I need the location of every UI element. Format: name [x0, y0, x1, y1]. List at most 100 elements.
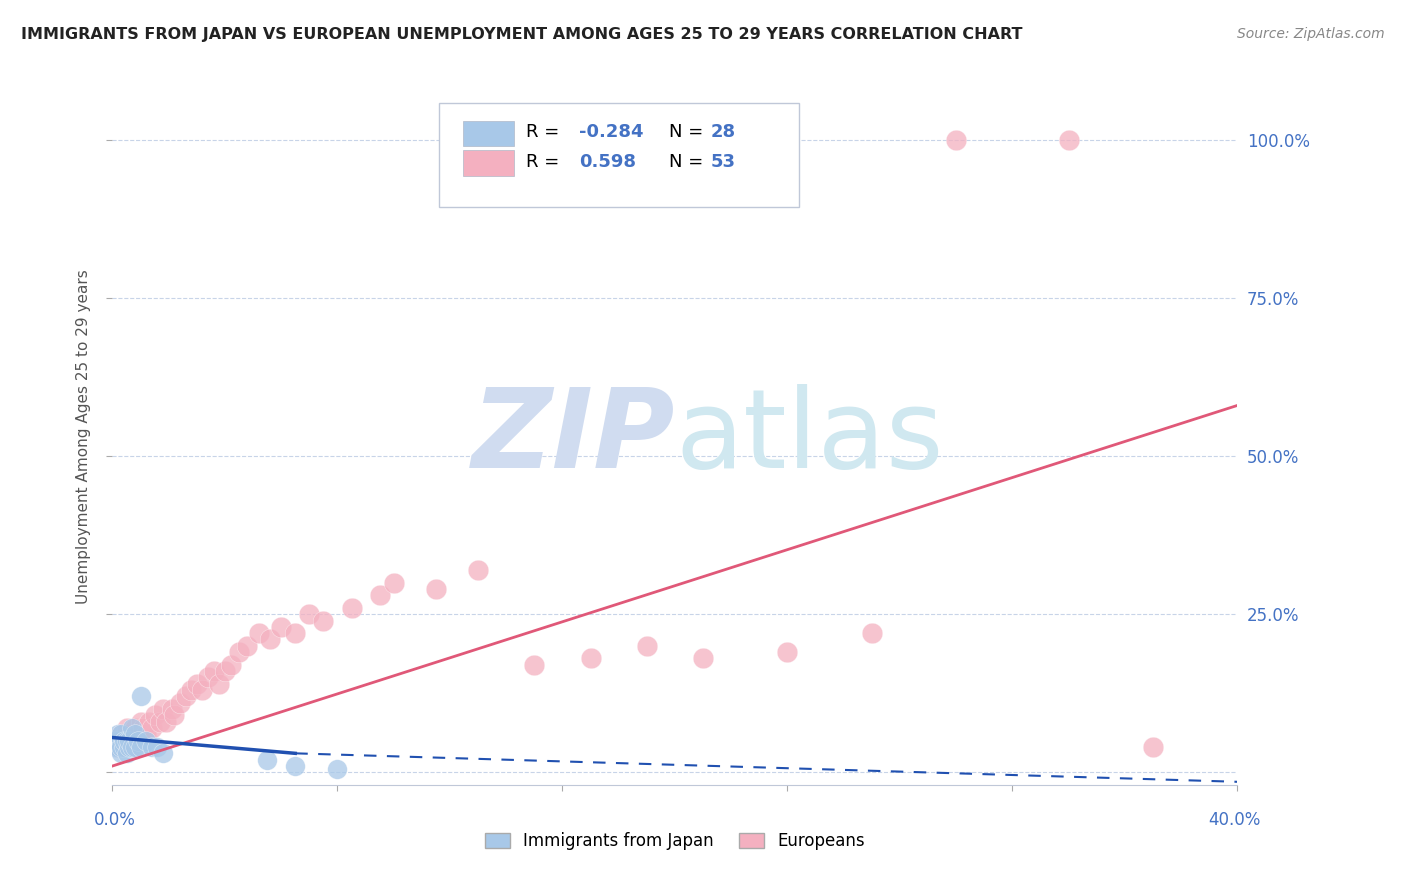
Point	[115, 721, 138, 735]
Point	[636, 639, 658, 653]
Point	[132, 721, 155, 735]
FancyBboxPatch shape	[439, 103, 799, 208]
Point	[284, 759, 307, 773]
Point	[121, 721, 143, 735]
Point	[107, 739, 129, 754]
Point	[110, 727, 132, 741]
Point	[152, 747, 174, 761]
Point	[141, 721, 163, 735]
FancyBboxPatch shape	[464, 120, 515, 146]
Point	[340, 600, 363, 615]
Point	[1142, 739, 1164, 754]
Text: atlas: atlas	[675, 384, 943, 491]
Point	[129, 714, 152, 729]
FancyBboxPatch shape	[464, 151, 515, 177]
Point	[104, 739, 127, 754]
Point	[298, 607, 321, 622]
Point	[112, 733, 135, 747]
Point	[110, 747, 132, 761]
Text: 0.0%: 0.0%	[94, 811, 136, 829]
Legend: Immigrants from Japan, Europeans: Immigrants from Japan, Europeans	[478, 825, 872, 856]
Point	[692, 651, 714, 665]
Point	[115, 733, 138, 747]
Point	[425, 582, 447, 596]
Text: Source: ZipAtlas.com: Source: ZipAtlas.com	[1237, 27, 1385, 41]
Point	[256, 753, 278, 767]
Point	[945, 133, 967, 147]
Point	[143, 708, 166, 723]
Point	[127, 727, 149, 741]
Point	[118, 733, 141, 747]
Point	[135, 733, 157, 747]
Text: ZIP: ZIP	[471, 384, 675, 491]
Point	[191, 683, 214, 698]
Point	[149, 714, 172, 729]
Point	[107, 733, 129, 747]
Point	[312, 614, 335, 628]
Point	[160, 702, 183, 716]
Point	[112, 733, 135, 747]
Point	[127, 733, 149, 747]
Point	[860, 626, 883, 640]
Point	[270, 620, 292, 634]
Point	[169, 696, 191, 710]
Point	[163, 708, 186, 723]
Point	[110, 739, 132, 754]
Point	[284, 626, 307, 640]
Text: N =: N =	[669, 153, 703, 171]
Point	[121, 739, 143, 754]
Point	[228, 645, 250, 659]
Point	[197, 670, 219, 684]
Point	[1057, 133, 1080, 147]
Point	[124, 721, 146, 735]
Point	[112, 739, 135, 754]
Text: 0.598: 0.598	[579, 153, 637, 171]
Y-axis label: Unemployment Among Ages 25 to 29 years: Unemployment Among Ages 25 to 29 years	[76, 269, 91, 605]
Point	[110, 727, 132, 741]
Point	[124, 727, 146, 741]
Point	[155, 714, 177, 729]
Point	[214, 664, 236, 678]
Point	[247, 626, 270, 640]
Point	[124, 739, 146, 754]
Point	[141, 739, 163, 754]
Text: R =: R =	[526, 153, 560, 171]
Point	[138, 714, 160, 729]
Point	[129, 739, 152, 754]
Point	[129, 690, 152, 704]
Point	[368, 588, 391, 602]
Text: 28: 28	[711, 123, 735, 141]
Point	[208, 677, 231, 691]
Text: 40.0%: 40.0%	[1208, 811, 1261, 829]
Point	[135, 727, 157, 741]
Point	[326, 762, 349, 776]
Text: 53: 53	[711, 153, 735, 171]
Point	[152, 702, 174, 716]
Point	[107, 739, 129, 754]
Point	[104, 733, 127, 747]
Point	[202, 664, 225, 678]
Point	[259, 632, 281, 647]
Point	[720, 133, 742, 147]
Point	[467, 563, 489, 577]
Point	[146, 739, 169, 754]
Point	[104, 733, 127, 747]
Point	[118, 739, 141, 754]
Point	[180, 683, 202, 698]
Point	[107, 727, 129, 741]
Point	[382, 575, 405, 590]
Point	[579, 651, 602, 665]
Text: IMMIGRANTS FROM JAPAN VS EUROPEAN UNEMPLOYMENT AMONG AGES 25 TO 29 YEARS CORRELA: IMMIGRANTS FROM JAPAN VS EUROPEAN UNEMPL…	[21, 27, 1022, 42]
Text: -0.284: -0.284	[579, 123, 644, 141]
Point	[118, 727, 141, 741]
Point	[219, 657, 242, 672]
Point	[121, 733, 143, 747]
Point	[236, 639, 259, 653]
Point	[523, 657, 546, 672]
Text: R =: R =	[526, 123, 560, 141]
Text: N =: N =	[669, 123, 703, 141]
Point	[776, 645, 799, 659]
Point	[115, 747, 138, 761]
Point	[186, 677, 208, 691]
Point	[174, 690, 197, 704]
